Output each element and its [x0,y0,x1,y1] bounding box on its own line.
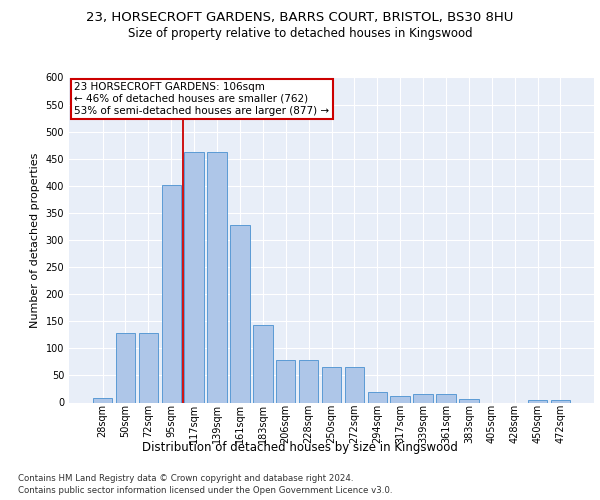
Bar [276,360,295,403]
Bar [551,400,570,402]
Bar [208,152,227,402]
Bar [93,398,112,402]
Bar [459,398,479,402]
Text: Size of property relative to detached houses in Kingswood: Size of property relative to detached ho… [128,28,472,40]
Bar [299,360,319,403]
Bar [436,394,455,402]
Bar [116,333,135,402]
Bar [230,225,250,402]
Bar [344,368,364,402]
Bar [139,333,158,402]
Bar [322,368,341,402]
Text: Distribution of detached houses by size in Kingswood: Distribution of detached houses by size … [142,441,458,454]
Bar [253,325,272,402]
Text: Contains public sector information licensed under the Open Government Licence v3: Contains public sector information licen… [18,486,392,495]
Bar [528,400,547,402]
Text: 23, HORSECROFT GARDENS, BARRS COURT, BRISTOL, BS30 8HU: 23, HORSECROFT GARDENS, BARRS COURT, BRI… [86,11,514,24]
Bar [368,392,387,402]
Bar [161,186,181,402]
Y-axis label: Number of detached properties: Number of detached properties [30,152,40,328]
Bar [413,394,433,402]
Bar [184,152,204,402]
Text: Contains HM Land Registry data © Crown copyright and database right 2024.: Contains HM Land Registry data © Crown c… [18,474,353,483]
Text: 23 HORSECROFT GARDENS: 106sqm
← 46% of detached houses are smaller (762)
53% of : 23 HORSECROFT GARDENS: 106sqm ← 46% of d… [74,82,329,116]
Bar [391,396,410,402]
